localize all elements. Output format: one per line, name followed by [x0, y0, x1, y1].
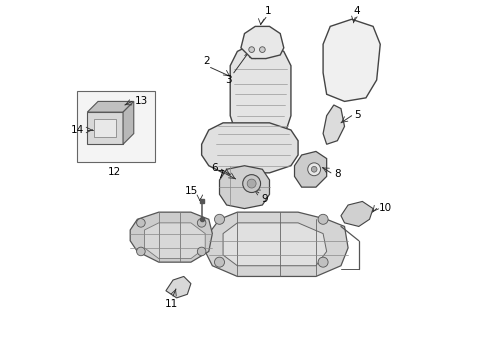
Text: 11: 11	[164, 298, 178, 309]
Text: 8: 8	[333, 169, 340, 179]
Text: 7: 7	[217, 170, 224, 180]
Polygon shape	[241, 26, 283, 59]
Circle shape	[246, 179, 256, 188]
Polygon shape	[165, 276, 190, 298]
Text: 4: 4	[353, 6, 360, 16]
Circle shape	[136, 219, 145, 227]
Text: 6: 6	[211, 163, 217, 173]
Circle shape	[317, 257, 327, 267]
Polygon shape	[230, 44, 290, 144]
Circle shape	[259, 47, 264, 53]
Polygon shape	[205, 212, 347, 276]
Text: 13: 13	[134, 96, 147, 106]
Circle shape	[307, 163, 320, 176]
Text: 14: 14	[70, 125, 83, 135]
Text: 9: 9	[261, 194, 267, 204]
Text: 12: 12	[107, 167, 121, 177]
Polygon shape	[94, 119, 116, 137]
Circle shape	[197, 219, 205, 227]
Text: 2: 2	[203, 56, 209, 66]
Circle shape	[311, 166, 316, 172]
Polygon shape	[223, 223, 326, 266]
Circle shape	[136, 247, 145, 256]
Polygon shape	[87, 112, 123, 144]
Text: 15: 15	[184, 186, 198, 196]
Circle shape	[248, 47, 254, 53]
Polygon shape	[323, 105, 344, 144]
Circle shape	[242, 175, 260, 193]
Text: 5: 5	[354, 110, 361, 120]
Polygon shape	[87, 102, 134, 112]
Polygon shape	[201, 123, 298, 173]
Polygon shape	[130, 212, 212, 262]
Circle shape	[214, 257, 224, 267]
Text: 3: 3	[225, 75, 231, 85]
Text: 1: 1	[264, 6, 270, 16]
Bar	[77, 91, 155, 162]
Polygon shape	[123, 102, 134, 144]
Circle shape	[317, 214, 327, 224]
Circle shape	[197, 247, 205, 256]
Circle shape	[214, 214, 224, 224]
Polygon shape	[294, 152, 326, 187]
Polygon shape	[219, 166, 269, 208]
Polygon shape	[323, 19, 380, 102]
Polygon shape	[144, 223, 205, 258]
Polygon shape	[340, 202, 372, 226]
Text: 10: 10	[378, 203, 391, 212]
